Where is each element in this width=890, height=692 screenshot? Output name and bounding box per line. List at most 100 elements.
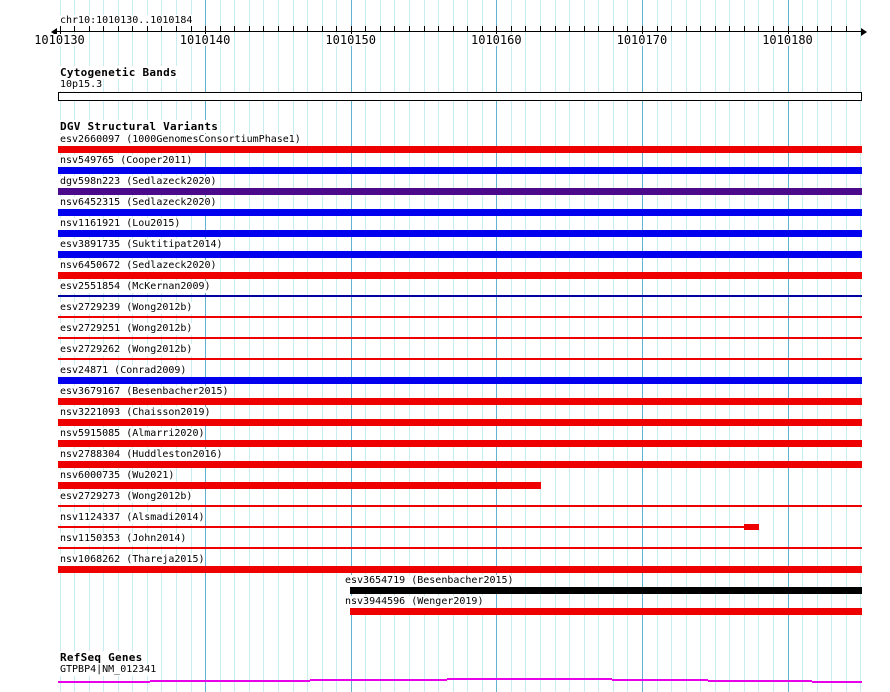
variant-bar[interactable] <box>58 566 862 573</box>
variant-bar[interactable] <box>58 272 862 279</box>
ruler-minor-tick <box>88 26 90 32</box>
variant-bar[interactable] <box>58 547 862 549</box>
variant-bar[interactable] <box>58 505 862 507</box>
ruler-major-tick <box>59 26 61 37</box>
grid-line-minor <box>234 0 236 692</box>
grid-line-minor <box>758 0 760 692</box>
grid-line-minor <box>802 0 804 692</box>
grid-line-major <box>787 0 789 692</box>
variant-marker[interactable] <box>744 524 759 530</box>
variant-bar[interactable] <box>58 337 862 339</box>
ruler-minor-tick <box>408 26 410 32</box>
ruler-minor-tick <box>743 26 745 32</box>
grid-line-minor <box>394 0 396 692</box>
ruler-minor-tick <box>598 26 600 32</box>
ruler-minor-tick <box>117 26 119 32</box>
ruler-minor-tick <box>176 26 177 32</box>
gene-line-segment[interactable] <box>812 681 862 683</box>
variant-label: esv24871 (Conrad2009) <box>60 365 187 377</box>
gene-line-segment[interactable] <box>447 678 530 680</box>
grid-line-major <box>641 0 643 692</box>
ruler-minor-tick <box>671 26 672 32</box>
refseq-section-title: RefSeq Genes <box>60 651 143 664</box>
ruler-minor-tick <box>700 26 702 32</box>
grid-line-minor <box>831 0 833 692</box>
ruler-minor-tick <box>554 26 556 32</box>
grid-line-minor <box>438 0 440 692</box>
variant-bar[interactable] <box>58 251 862 258</box>
variant-bar[interactable] <box>58 398 862 405</box>
ruler-minor-tick <box>627 26 629 32</box>
grid-line-minor <box>598 0 600 692</box>
ruler-minor-tick <box>74 26 76 32</box>
variant-bar[interactable] <box>58 230 862 237</box>
grid-line-minor <box>321 0 323 692</box>
variant-label: esv2729273 (Wong2012b) <box>60 491 193 503</box>
variant-label: nsv5915085 (Almarri2020) <box>60 428 205 440</box>
ruler-minor-tick <box>307 26 308 32</box>
ruler-tick-label: 1010170 <box>616 33 668 47</box>
ruler-minor-tick <box>816 26 818 32</box>
variant-label: nsv1068262 (Thareja2015) <box>60 554 205 566</box>
ruler-right-arrow-icon <box>861 28 867 36</box>
ruler-minor-tick <box>336 26 338 32</box>
ruler-minor-tick <box>190 26 192 32</box>
variant-bar[interactable] <box>58 295 862 297</box>
gene-line-segment[interactable] <box>708 680 812 682</box>
ruler-tick-label: 1010160 <box>471 33 522 47</box>
variant-bar[interactable] <box>58 146 862 153</box>
grid-line-minor <box>510 0 512 692</box>
ruler-minor-tick <box>831 26 833 32</box>
variant-label: nsv3944596 (Wenger2019) <box>345 596 484 608</box>
grid-line-major <box>350 0 352 692</box>
variant-label: esv3654719 (Besenbacher2015) <box>345 575 514 587</box>
ruler-tick-label: 1010130 <box>34 33 85 47</box>
ruler-minor-tick <box>845 26 847 32</box>
variant-label: nsv6000735 (Wu2021) <box>60 470 175 482</box>
ruler-major-tick <box>787 26 789 37</box>
variant-bar[interactable] <box>58 167 862 174</box>
variant-bar[interactable] <box>350 608 862 615</box>
variant-bar[interactable] <box>58 526 744 528</box>
variant-bar[interactable] <box>58 461 862 468</box>
ruler-minor-tick <box>219 26 221 32</box>
grid-line-minor <box>336 0 338 692</box>
grid-line-minor <box>816 0 818 692</box>
grid-line-minor <box>219 0 221 692</box>
ruler-minor-tick <box>365 26 367 32</box>
gene-line-segment[interactable] <box>310 679 447 681</box>
grid-line-minor <box>554 0 556 692</box>
grid-line-major <box>205 0 207 692</box>
variant-bar[interactable] <box>58 358 862 360</box>
variant-label: dgv598n223 (Sedlazeck2020) <box>60 176 217 188</box>
cytogenetic-section-title: Cytogenetic Bands <box>60 66 177 79</box>
gene-line-segment[interactable] <box>612 679 708 681</box>
variant-bar[interactable] <box>58 316 862 318</box>
variant-label: esv2729251 (Wong2012b) <box>60 323 193 335</box>
gene-line-segment[interactable] <box>58 681 150 683</box>
gene-line-segment[interactable] <box>150 680 310 682</box>
ruler-minor-tick <box>714 26 716 32</box>
variant-label: nsv1124337 (Alsmadi2014) <box>60 512 205 524</box>
variant-bar[interactable] <box>58 419 862 426</box>
variant-bar[interactable] <box>58 482 541 489</box>
variant-bar[interactable] <box>350 587 862 594</box>
ruler-minor-tick <box>394 26 396 32</box>
grid-line-minor <box>860 0 862 692</box>
cytoband-box[interactable] <box>58 92 862 101</box>
variant-label: nsv2788304 (Huddleston2016) <box>60 449 223 461</box>
grid-line-minor <box>656 0 658 692</box>
variant-bar[interactable] <box>58 209 862 216</box>
variant-bar[interactable] <box>58 188 862 195</box>
ruler-minor-tick <box>248 26 250 32</box>
grid-line-minor <box>845 0 847 692</box>
variant-bar[interactable] <box>58 440 862 447</box>
variant-label: nsv1161921 (Lou2015) <box>60 218 181 230</box>
grid-line-minor <box>379 0 381 692</box>
gene-line-segment[interactable] <box>530 678 612 680</box>
grid-line-minor <box>627 0 629 692</box>
ruler-minor-tick <box>510 26 512 32</box>
ruler-minor-tick <box>656 26 658 32</box>
variant-bar[interactable] <box>58 377 862 384</box>
ruler-minor-tick <box>525 26 527 32</box>
